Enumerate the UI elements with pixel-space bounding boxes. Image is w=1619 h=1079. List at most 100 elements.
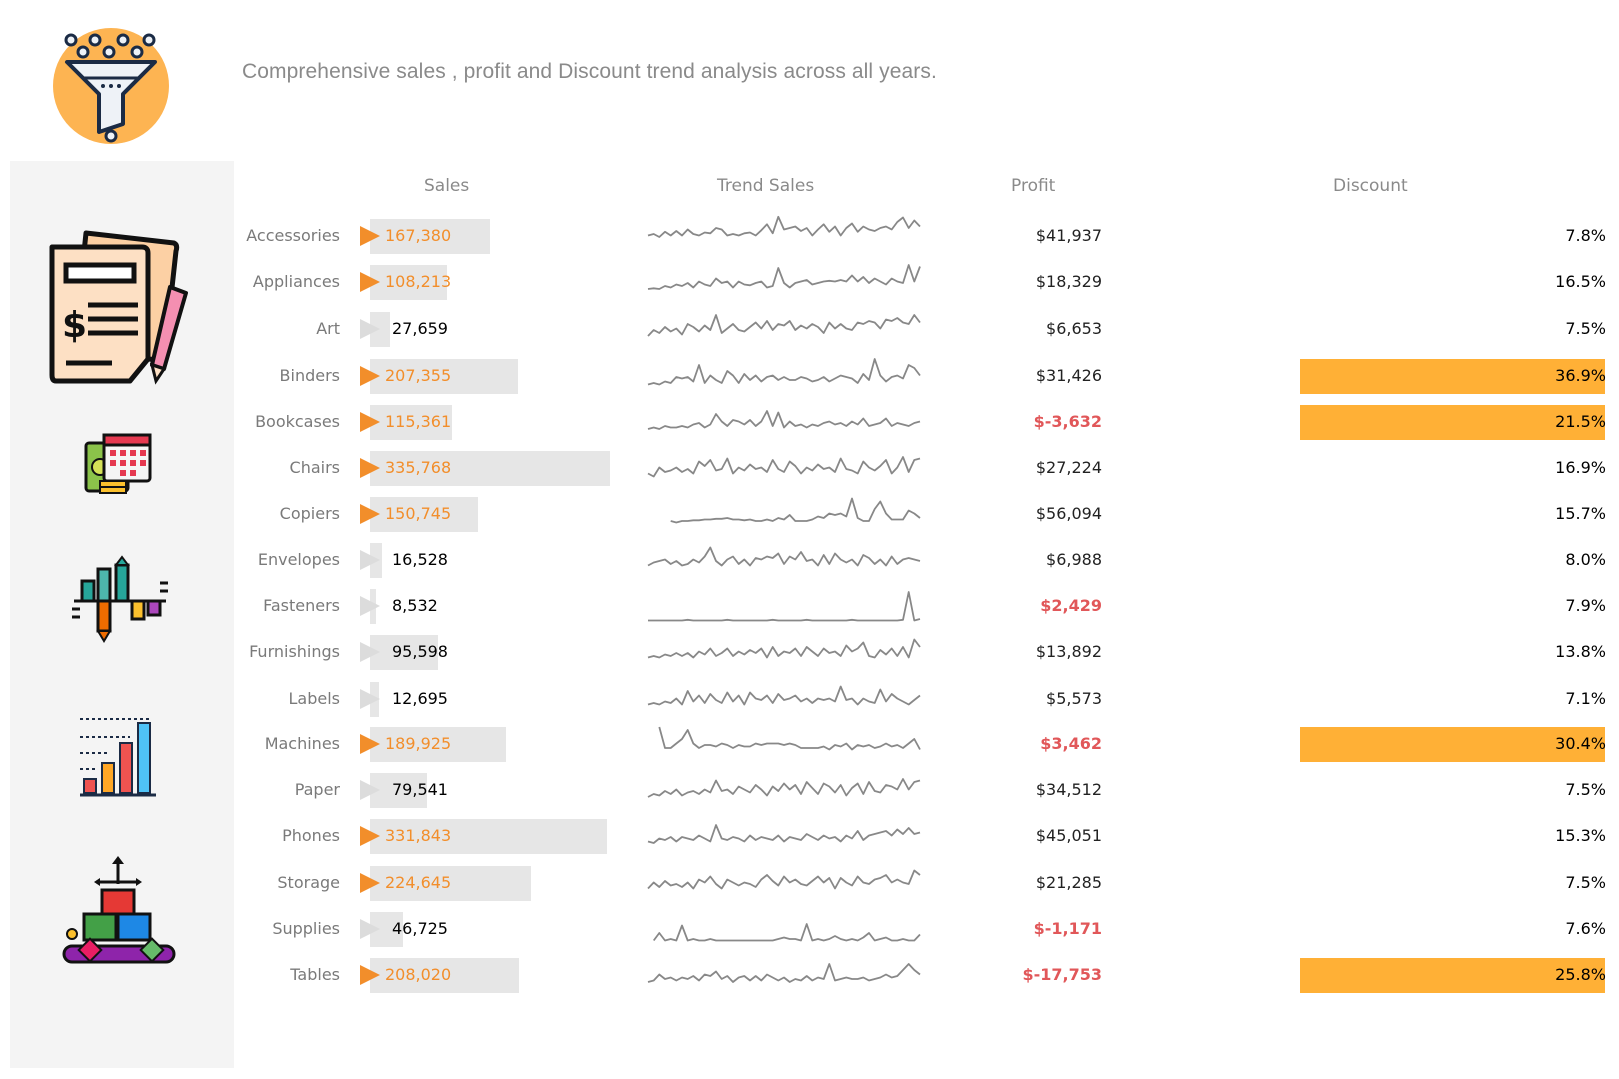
sparkline-path xyxy=(647,314,921,337)
sales-bar xyxy=(370,265,447,300)
profit-value: $45,051 xyxy=(1035,826,1102,845)
table-row: Machines 189,925 $3,462 30.4% xyxy=(0,722,1619,766)
trend-sparkline xyxy=(647,314,921,337)
category-label: Machines xyxy=(264,734,340,753)
profit-value: $5,573 xyxy=(1046,689,1102,708)
table-row: Storage 224,645 $21,285 7.5% xyxy=(0,861,1619,905)
discount-value: 7.6% xyxy=(1565,919,1606,938)
profit-value: $21,285 xyxy=(1035,873,1102,892)
product-cubes-icon xyxy=(62,856,176,964)
low-sales-indicator-icon xyxy=(360,780,380,800)
discount-value: 8.0% xyxy=(1565,550,1606,569)
sparkline-path xyxy=(648,591,921,622)
profit-value: $3,462 xyxy=(1040,734,1102,753)
discount-value: 7.5% xyxy=(1565,780,1606,799)
sparkline-path xyxy=(647,638,921,659)
high-sales-indicator-icon xyxy=(360,226,380,246)
sparkline-path xyxy=(658,726,921,751)
table-row: Envelopes 16,528 $6,988 8.0% xyxy=(0,538,1619,582)
discount-value: 7.8% xyxy=(1565,226,1606,245)
table-row: Phones 331,843 $45,051 15.3% xyxy=(0,814,1619,858)
growth-bar-chart-icon xyxy=(80,718,156,797)
trend-sparkline xyxy=(647,778,921,798)
high-discount-highlight xyxy=(1300,727,1605,762)
high-sales-indicator-icon xyxy=(360,504,380,524)
low-sales-indicator-icon xyxy=(360,689,380,709)
profit-value: $-3,632 xyxy=(1033,412,1102,431)
category-label: Fasteners xyxy=(263,596,340,615)
sales-bar xyxy=(370,727,506,762)
trend-sparkline xyxy=(647,358,921,386)
svg-text:$: $ xyxy=(62,305,87,346)
table-row: Tables 208,020 $-17,753 25.8% xyxy=(0,953,1619,997)
trend-sparkline xyxy=(647,638,921,659)
sales-value: 95,598 xyxy=(392,642,448,661)
sales-value: 12,695 xyxy=(392,689,448,708)
category-label: Art xyxy=(316,319,340,338)
sales-bar xyxy=(370,497,478,532)
sales-bar xyxy=(370,866,531,901)
sales-value: 150,745 xyxy=(385,504,452,523)
table-row: Fasteners 8,532 $2,429 7.9% xyxy=(0,584,1619,628)
sales-value: 108,213 xyxy=(385,272,452,291)
icon-sidebar: $ xyxy=(10,161,234,1068)
profit-value: $13,892 xyxy=(1035,642,1102,661)
trend-sparkline xyxy=(670,497,921,524)
trend-sparkline xyxy=(647,869,921,890)
low-sales-indicator-icon xyxy=(360,919,380,939)
trend-sparkline xyxy=(647,410,921,430)
discount-value: 7.1% xyxy=(1565,689,1606,708)
discount-value: 21.5% xyxy=(1555,412,1606,431)
table-row: Art 27,659 $6,653 7.5% xyxy=(0,307,1619,351)
sparkline-path xyxy=(647,778,921,798)
sparkline-path xyxy=(647,869,921,890)
sales-bar xyxy=(370,958,519,993)
table-row: Furnishings 95,598 $13,892 13.8% xyxy=(0,630,1619,674)
trend-sparkline xyxy=(647,546,921,567)
sales-value: 46,725 xyxy=(392,919,448,938)
trend-sparkline xyxy=(647,456,921,478)
sales-bar xyxy=(370,359,518,394)
high-sales-indicator-icon xyxy=(360,412,380,432)
discount-value: 15.7% xyxy=(1555,504,1606,523)
discount-value: 13.8% xyxy=(1555,642,1606,661)
trend-sparkline xyxy=(647,824,921,844)
funnel-icon xyxy=(53,28,169,144)
trend-sparkline xyxy=(658,726,921,751)
sales-bar xyxy=(370,405,452,440)
sparkline-path xyxy=(670,497,921,524)
discount-value: 16.9% xyxy=(1555,458,1606,477)
high-discount-highlight xyxy=(1300,405,1605,440)
calendar-money-icon xyxy=(84,433,152,494)
table-row: Chairs 335,768 $27,224 16.9% xyxy=(0,446,1619,490)
table-row: Binders 207,355 $31,426 36.9% xyxy=(0,354,1619,398)
high-sales-indicator-icon xyxy=(360,366,380,386)
sparkline-path xyxy=(647,824,921,844)
discount-value: 36.9% xyxy=(1555,366,1606,385)
high-sales-indicator-icon xyxy=(360,272,380,292)
sales-value: 331,843 xyxy=(385,826,452,845)
low-sales-indicator-icon xyxy=(360,550,380,570)
category-label: Labels xyxy=(288,689,341,708)
category-label: Copiers xyxy=(279,504,340,523)
profit-value: $41,937 xyxy=(1035,226,1102,245)
category-label: Storage xyxy=(277,873,340,892)
discount-value: 7.5% xyxy=(1565,873,1606,892)
low-sales-indicator-icon xyxy=(360,596,380,616)
category-label: Accessories xyxy=(246,226,340,245)
table-row: Appliances 108,213 $18,329 16.5% xyxy=(0,260,1619,304)
profit-value: $6,988 xyxy=(1046,550,1102,569)
category-label: Furnishings xyxy=(249,642,340,661)
profit-value: $18,329 xyxy=(1035,272,1102,291)
high-sales-indicator-icon xyxy=(360,965,380,985)
sales-value: 115,361 xyxy=(385,412,452,431)
profit-value: $-1,171 xyxy=(1033,919,1102,938)
sales-value: 167,380 xyxy=(385,226,452,245)
sales-value: 208,020 xyxy=(385,965,452,984)
sales-value: 335,768 xyxy=(385,458,452,477)
category-label: Chairs xyxy=(289,458,340,477)
table-row: Labels 12,695 $5,573 7.1% xyxy=(0,677,1619,721)
sparkline-path xyxy=(647,358,921,386)
sales-value: 27,659 xyxy=(392,319,448,338)
profit-value: $27,224 xyxy=(1035,458,1102,477)
